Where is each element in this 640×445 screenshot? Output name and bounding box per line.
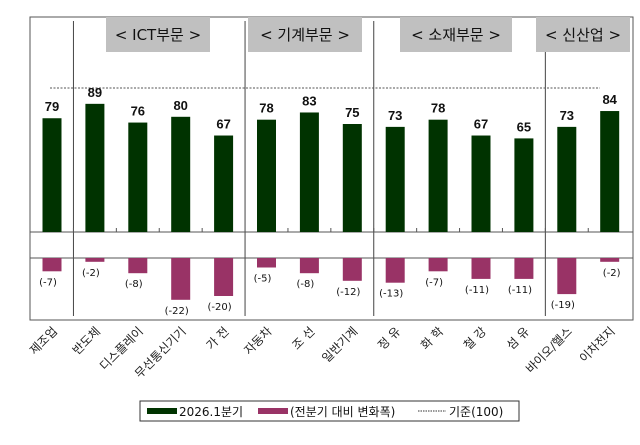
level-bar bbox=[471, 135, 491, 232]
change-bar bbox=[128, 258, 148, 274]
group-header-box bbox=[106, 17, 210, 52]
change-bar bbox=[85, 258, 105, 262]
level-value-label: 75 bbox=[345, 105, 359, 120]
level-value-label: 67 bbox=[474, 117, 488, 132]
change-value-label: (-20) bbox=[208, 302, 232, 313]
level-bar bbox=[600, 111, 620, 232]
change-value-label: (-2) bbox=[82, 268, 100, 279]
change-value-label: (-19) bbox=[551, 300, 575, 311]
level-bar bbox=[342, 124, 362, 232]
change-value-label: (-11) bbox=[465, 285, 489, 296]
level-bar bbox=[128, 122, 148, 232]
level-bar bbox=[257, 119, 276, 232]
change-bar bbox=[385, 258, 405, 283]
change-value-label: (-8) bbox=[125, 279, 143, 290]
change-value-label: (-2) bbox=[603, 268, 621, 279]
category-label: 이차전지 bbox=[577, 324, 618, 365]
category-label: 조 선 bbox=[289, 324, 317, 352]
change-bar bbox=[257, 258, 276, 268]
level-value-label: 80 bbox=[173, 98, 187, 113]
level-value-label: 84 bbox=[602, 92, 617, 107]
level-bar bbox=[514, 138, 534, 232]
level-value-label: 83 bbox=[302, 93, 316, 108]
level-value-label: 78 bbox=[259, 101, 273, 116]
change-bar bbox=[214, 258, 234, 296]
level-bar bbox=[214, 135, 234, 232]
level-bar bbox=[557, 126, 577, 232]
category-label: 섬 유 bbox=[504, 324, 532, 352]
group-header-box bbox=[536, 17, 630, 52]
group-header-box bbox=[248, 17, 362, 52]
level-value-label: 65 bbox=[517, 119, 531, 134]
legend-label-level: 2026.1분기 bbox=[179, 405, 243, 419]
level-value-label: 73 bbox=[560, 108, 574, 123]
category-label: 자동차 bbox=[241, 324, 274, 357]
level-bar bbox=[42, 118, 62, 232]
change-value-label: (-7) bbox=[39, 277, 57, 288]
change-bar bbox=[342, 258, 362, 281]
change-bar bbox=[171, 258, 191, 300]
category-label: 제조업 bbox=[27, 324, 60, 357]
group-header-label: < ICT부문 > bbox=[115, 26, 201, 44]
legend-swatch-change bbox=[258, 408, 288, 414]
category-label: 가 전 bbox=[204, 324, 232, 352]
group-header-label: < 기계부문 > bbox=[260, 26, 350, 44]
change-bar bbox=[428, 258, 448, 272]
level-bar bbox=[385, 126, 405, 232]
level-bar bbox=[85, 103, 105, 232]
group-header-label: < 소재부문 > bbox=[411, 26, 501, 44]
change-bar bbox=[514, 258, 534, 279]
change-value-label: (-22) bbox=[165, 306, 189, 317]
change-value-label: (-5) bbox=[254, 274, 272, 285]
level-value-label: 73 bbox=[388, 108, 402, 123]
category-label: 일반기계 bbox=[319, 324, 360, 365]
change-value-label: (-13) bbox=[379, 289, 403, 300]
category-label: 정 유 bbox=[375, 324, 403, 352]
plot-frame bbox=[29, 16, 634, 321]
level-bar bbox=[428, 119, 448, 232]
legend-swatch-level bbox=[147, 408, 177, 414]
category-label: 화 학 bbox=[418, 324, 446, 352]
level-value-label: 67 bbox=[216, 117, 230, 132]
change-bar bbox=[471, 258, 491, 279]
change-value-label: (-11) bbox=[508, 285, 532, 296]
level-value-label: 78 bbox=[431, 101, 445, 116]
group-header-label: < 신산업 > bbox=[545, 26, 621, 44]
change-bar bbox=[299, 258, 319, 274]
change-bar bbox=[600, 258, 620, 262]
group-header-box bbox=[400, 17, 512, 52]
change-value-label: (-12) bbox=[336, 287, 360, 298]
level-bar bbox=[171, 116, 191, 232]
category-label: 바이오/헬스 bbox=[523, 324, 575, 376]
level-bar bbox=[299, 112, 319, 232]
level-value-label: 76 bbox=[131, 104, 145, 119]
level-value-label: 89 bbox=[88, 85, 102, 100]
legend: 2026.1분기 (전분기 대비 변화폭) 기준(100) bbox=[139, 400, 520, 422]
change-value-label: (-8) bbox=[297, 279, 315, 290]
level-value-label: 79 bbox=[45, 99, 59, 114]
legend-label-change: (전분기 대비 변화폭) bbox=[290, 405, 395, 419]
change-bar bbox=[557, 258, 577, 295]
category-label: 철 강 bbox=[461, 324, 489, 352]
legend-label-reference: 기준(100) bbox=[449, 405, 503, 419]
change-value-label: (-7) bbox=[425, 277, 443, 288]
category-label: 반도체 bbox=[70, 324, 103, 357]
change-bar bbox=[42, 258, 62, 272]
